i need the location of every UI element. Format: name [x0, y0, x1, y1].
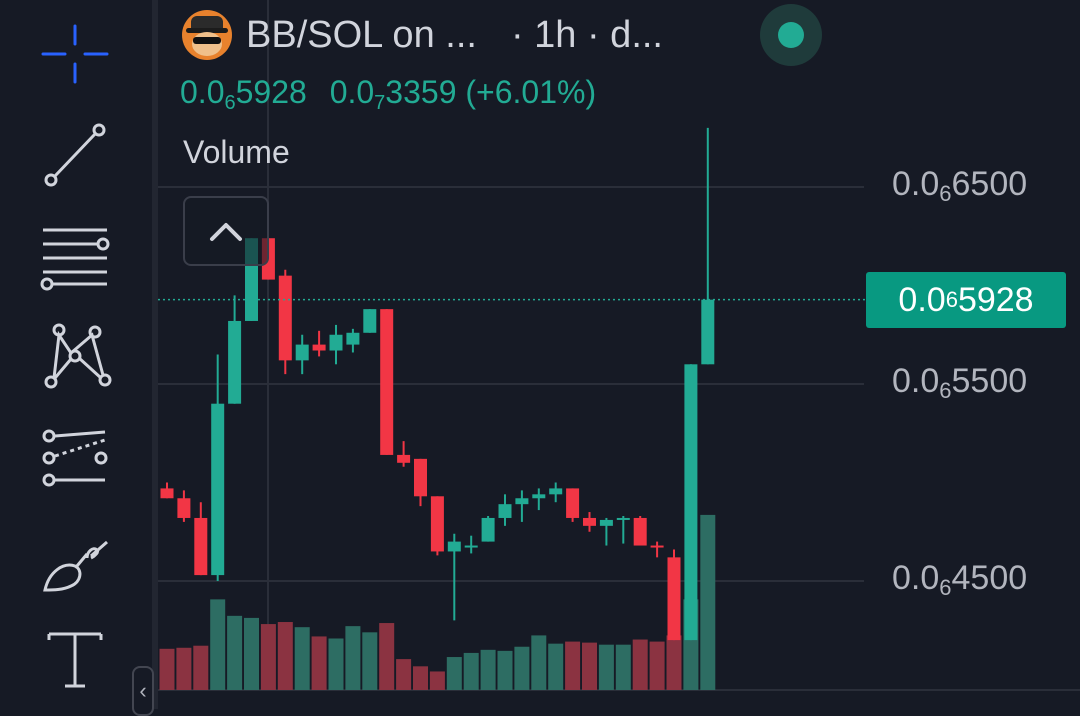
- fib-retracement-icon[interactable]: [30, 218, 120, 298]
- volume-bar: [413, 666, 428, 690]
- candle-body: [363, 309, 377, 333]
- candle-body: [414, 458, 427, 497]
- volume-bar: [480, 649, 496, 690]
- volume-bar: [497, 650, 513, 690]
- token-logo: [182, 10, 232, 60]
- brush-icon[interactable]: [30, 524, 120, 604]
- volume-indicator-label[interactable]: Volume: [183, 134, 290, 170]
- price-tick-5500: 0.065500: [892, 362, 1028, 403]
- volume-bar: [210, 599, 226, 690]
- volume-bar: [328, 638, 344, 690]
- volume-bar: [345, 626, 361, 690]
- last-price-label: 0.0 6 5928: [866, 272, 1066, 328]
- candle-body: [633, 517, 647, 546]
- candle-body: [295, 344, 309, 361]
- candle-body: [329, 334, 343, 351]
- toolbar-divider[interactable]: [152, 0, 158, 709]
- volume-bar: [277, 622, 293, 690]
- volume-bar: [514, 646, 530, 690]
- symbol-title[interactable]: BB/SOL on ... · 1h · d...: [246, 14, 663, 57]
- volume-bar: [260, 624, 276, 690]
- volume-bar: [379, 623, 395, 690]
- change-value: 0.073359: [329, 74, 457, 114]
- candle-body: [397, 454, 411, 463]
- candle-body: [380, 309, 394, 455]
- volume-bar: [531, 635, 547, 690]
- volume-bar: [311, 636, 327, 690]
- candle-body: [599, 519, 613, 526]
- candle-body: [211, 403, 225, 576]
- candle-body: [447, 541, 461, 552]
- prediction-icon[interactable]: [30, 418, 120, 498]
- legend-header: BB/SOL on ... · 1h · d...: [182, 10, 663, 60]
- volume-bar: [396, 659, 412, 690]
- drawing-toolbar: [0, 0, 148, 709]
- volume-bar: [429, 671, 445, 690]
- volume-bar: [159, 648, 175, 690]
- close-value: 0.065928: [180, 74, 307, 114]
- candle-body: [701, 299, 715, 365]
- candle-body: [481, 517, 495, 542]
- crosshair-icon[interactable]: [30, 14, 120, 94]
- volume-bar: [176, 647, 192, 690]
- pattern-icon[interactable]: [30, 316, 120, 396]
- candlestick-chart[interactable]: [158, 0, 1080, 709]
- chevron-up-icon: [210, 223, 242, 241]
- candle-body: [498, 504, 512, 518]
- volume-bar: [548, 643, 564, 690]
- candle-body: [549, 488, 563, 495]
- volume-bar: [700, 514, 716, 690]
- volume-bar: [666, 635, 682, 690]
- volume-bar: [565, 641, 581, 690]
- candle-body: [430, 496, 444, 552]
- candle-body: [667, 557, 681, 641]
- volume-bar: [463, 652, 479, 690]
- status-dot: [778, 22, 804, 48]
- candle-body: [616, 517, 630, 520]
- candle-body: [228, 320, 242, 404]
- volume-bar: [294, 627, 310, 690]
- pair-name: BB/SOL on ...: [246, 13, 477, 56]
- chart-area[interactable]: [158, 0, 1080, 709]
- volume-bar: [615, 644, 631, 690]
- volume-bar: [598, 644, 614, 690]
- volume-bar: [446, 657, 462, 690]
- price-tick-4500: 0.064500: [892, 559, 1028, 600]
- volume-bar: [244, 617, 259, 690]
- trend-line-icon[interactable]: [30, 114, 120, 194]
- candle-body: [515, 498, 529, 505]
- candle-body: [160, 488, 174, 499]
- candle-body: [532, 494, 546, 499]
- ohlc-values: 0.065928 0.073359 (+6.01%): [180, 74, 596, 115]
- candle-body: [464, 545, 478, 548]
- text-icon[interactable]: [30, 620, 120, 700]
- candle-body: [684, 364, 698, 641]
- volume-bar: [649, 641, 665, 690]
- volume-bar: [632, 639, 648, 690]
- change-percent: (+6.01%): [465, 74, 597, 110]
- interval-meta: · 1h · d...: [510, 13, 663, 56]
- volume-bar: [193, 645, 209, 690]
- candle-body: [566, 488, 580, 518]
- candle-body: [177, 498, 191, 518]
- candle-body: [346, 332, 360, 345]
- volume-bar: [582, 642, 597, 690]
- market-status-indicator[interactable]: [760, 4, 822, 66]
- candle-body: [583, 517, 596, 526]
- volume-bar: [362, 632, 378, 690]
- volume-bar: [227, 615, 243, 690]
- price-tick-6500: 0.066500: [892, 165, 1028, 206]
- candle-body: [650, 545, 664, 548]
- candle-body: [194, 517, 208, 576]
- candle-body: [312, 344, 326, 351]
- collapse-legend-button[interactable]: [183, 196, 269, 266]
- candle-body: [278, 275, 292, 361]
